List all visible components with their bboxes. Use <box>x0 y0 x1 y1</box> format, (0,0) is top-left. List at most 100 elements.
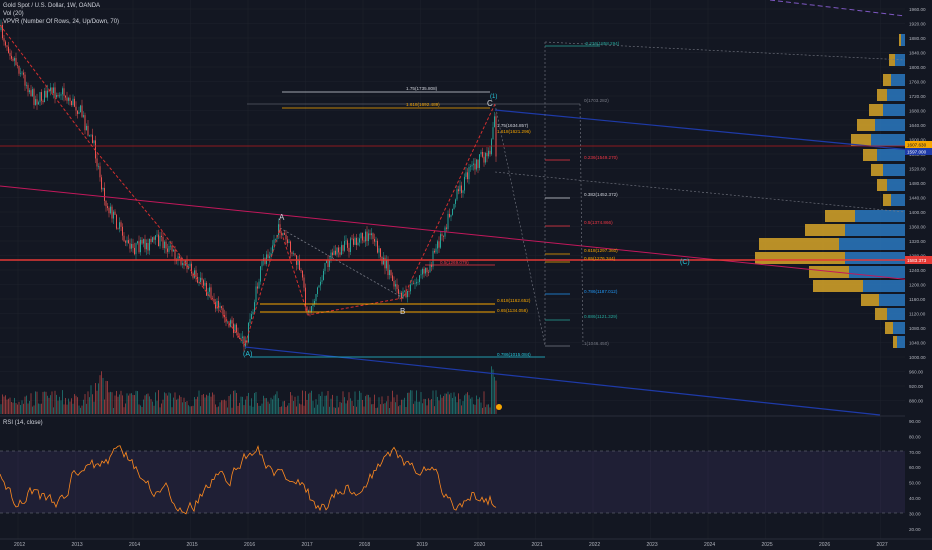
volume-bar <box>431 399 432 414</box>
candle-body <box>161 235 162 237</box>
volume-bar <box>179 395 180 414</box>
volume-bar <box>48 397 50 414</box>
candle-body <box>390 269 392 276</box>
volume-bar <box>278 398 279 414</box>
time-tick-label: 2015 <box>187 542 198 548</box>
rsi-tick-label: 70.00 <box>909 450 921 455</box>
volume-bar <box>273 395 275 414</box>
candle-body <box>239 337 240 339</box>
rsi-axis[interactable]: 90.00 80.00 70.00 60.00 50.00 40.00 30.00 20.00 <box>909 419 921 532</box>
candle-body <box>128 240 129 244</box>
profile-row-down <box>875 308 887 320</box>
volume-bar <box>281 406 282 414</box>
volume-bar <box>369 397 371 414</box>
candle-body <box>404 290 405 292</box>
candle-body <box>114 211 116 215</box>
volume-bar <box>42 391 44 414</box>
volume-bar <box>59 396 60 414</box>
descending-trendline[interactable] <box>0 185 932 283</box>
profile-row-down <box>869 104 883 116</box>
volume-bar <box>401 399 402 414</box>
volume-bar <box>32 406 33 414</box>
volume-bar <box>479 397 480 414</box>
candle-body <box>260 266 261 282</box>
profile-row-up <box>887 89 905 101</box>
candle-body <box>384 257 386 269</box>
chart-title[interactable]: Gold Spot / U.S. Dollar, 1W, OANDA <box>3 3 101 9</box>
volume-bar <box>47 395 48 414</box>
wave-dotted-1[interactable] <box>279 227 404 299</box>
volume-bar <box>468 395 470 414</box>
volume-bar <box>477 399 479 414</box>
volume-bar <box>491 366 492 414</box>
top-dashed-line[interactable] <box>769 0 906 17</box>
volume-bar <box>21 400 23 414</box>
volume-bar <box>423 398 425 414</box>
time-axis[interactable]: 2012 2013 2014 2015 2016 2017 2018 2019 2020 2021… <box>0 538 932 548</box>
volume-bar <box>138 404 140 414</box>
price-tick-label: 1240.00 <box>909 268 926 273</box>
volume-bar <box>476 395 477 414</box>
candle-body <box>164 241 165 249</box>
candle-body <box>488 150 489 157</box>
candle-body <box>495 116 497 157</box>
candle-body <box>179 256 180 258</box>
wave-dotted-2[interactable] <box>494 171 906 213</box>
price-tick-label: 960.00 <box>909 370 923 375</box>
volume-bar <box>299 403 300 414</box>
volume-bar <box>65 397 66 414</box>
wave-dotted-3[interactable] <box>544 41 906 61</box>
vpvr-legend[interactable]: VPVR (Number Of Rows, 24, Up/Down, 70) <box>3 19 120 25</box>
time-tick-label: 2012 <box>14 542 25 548</box>
candle-body <box>422 268 423 275</box>
projection-dotted[interactable] <box>494 103 546 346</box>
volume-bar <box>356 406 357 414</box>
volume-bar <box>189 406 191 414</box>
profile-row-down <box>857 119 875 131</box>
candle-body <box>149 238 150 251</box>
candle-body <box>36 99 38 105</box>
volume-bar <box>45 391 47 414</box>
price-tick-label: 1360.00 <box>909 225 926 230</box>
volume-bar <box>186 400 188 414</box>
volume-bar <box>440 394 441 414</box>
candle-body <box>303 277 305 288</box>
profile-row-down <box>813 280 863 292</box>
projection-dotted-2[interactable] <box>579 103 584 346</box>
volume-bar <box>60 400 62 414</box>
volume-bar <box>309 392 311 414</box>
candle-body <box>219 306 221 308</box>
lower-channel-line[interactable] <box>244 346 881 416</box>
volume-bar <box>228 396 230 414</box>
volume-bar <box>438 400 440 414</box>
volume-bar <box>413 403 414 414</box>
upper-channel-line[interactable] <box>494 109 932 153</box>
candle-body <box>330 252 332 260</box>
volume-bar <box>221 400 222 414</box>
volume-bar <box>317 404 318 414</box>
volume-bar <box>263 395 264 414</box>
candle-body <box>183 263 185 266</box>
candle-body <box>287 239 288 243</box>
fib-lines[interactable] <box>247 45 600 358</box>
profile-row-up <box>879 294 905 306</box>
profile-row-down <box>883 194 891 206</box>
volume-bar <box>114 395 116 414</box>
trend-lines[interactable] <box>0 0 932 416</box>
volume-bar <box>240 396 242 414</box>
elliott-wave-path[interactable] <box>0 24 496 347</box>
time-tick-label: 2021 <box>532 542 543 548</box>
volume-legend[interactable]: Vol (20) <box>3 11 24 17</box>
rsi-legend[interactable]: RSI (14, close) <box>3 420 43 426</box>
candle-body <box>72 98 74 106</box>
candle-body <box>401 292 402 299</box>
volume-bar <box>105 380 107 414</box>
candle-body <box>407 291 408 298</box>
time-tick-label: 2027 <box>877 542 888 548</box>
profile-row-up <box>895 54 905 66</box>
profile-row-down <box>893 336 897 348</box>
candle-body <box>150 238 152 243</box>
volume-bar <box>251 398 252 414</box>
candle-body <box>60 94 62 96</box>
